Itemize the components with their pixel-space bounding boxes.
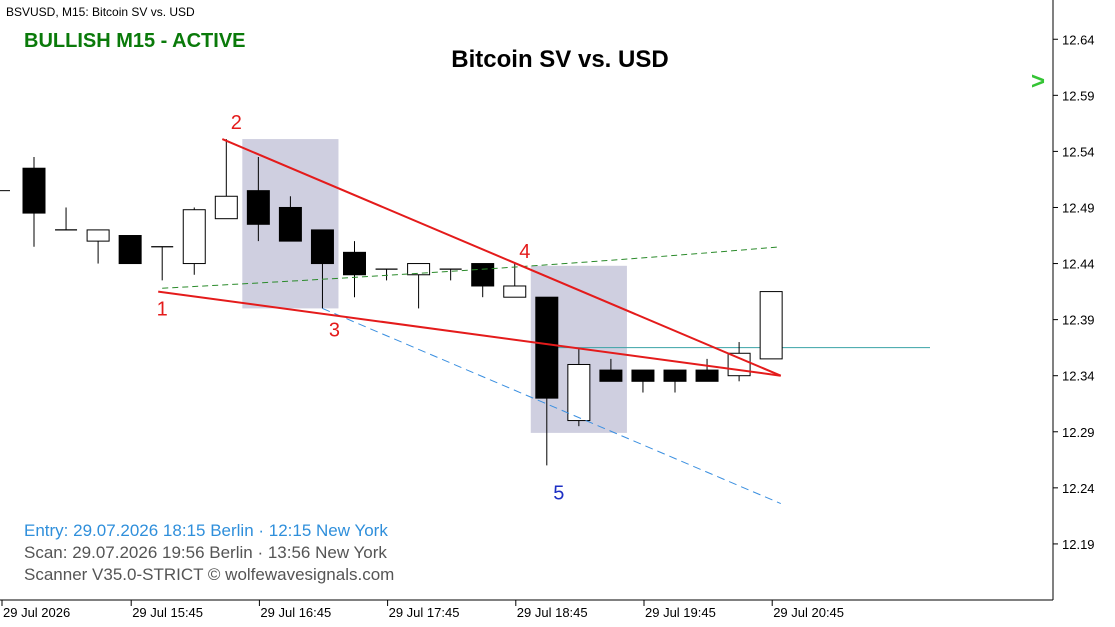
- candle-body: [343, 251, 366, 276]
- signal-status: BULLISH M15 - ACTIVE: [24, 30, 246, 52]
- y-tick-label: 12.34: [1062, 369, 1095, 384]
- x-tick-label: 29 Jul 16:45: [260, 605, 331, 620]
- candle: [471, 263, 495, 298]
- candle: [22, 157, 46, 247]
- wave-label-4: 4: [519, 241, 530, 263]
- symbol-label: BSVUSD, M15: Bitcoin SV vs. USD: [6, 5, 195, 19]
- wave-line-2: [221, 138, 782, 377]
- candle-body: [599, 369, 623, 382]
- y-tick-label: 12.59: [1062, 88, 1095, 103]
- candle: [599, 358, 623, 382]
- candle: [343, 241, 366, 298]
- candle-body: [86, 229, 110, 242]
- candle: [86, 229, 110, 264]
- candle: [439, 268, 462, 281]
- y-tick-label: 12.24: [1062, 481, 1095, 496]
- candle: [246, 157, 270, 242]
- chart-title: Bitcoin SV vs. USD: [451, 46, 669, 73]
- scanner-credit: Scanner V35.0-STRICT © wolfewavesignals.…: [24, 565, 395, 584]
- candle: [535, 296, 559, 466]
- candle: [503, 263, 527, 298]
- candle-body: [118, 235, 142, 265]
- y-tick-label: 12.64: [1062, 32, 1095, 47]
- price-arrow-icon: >: [1031, 68, 1046, 95]
- y-tick-label: 12.44: [1062, 257, 1095, 272]
- candle-body: [727, 352, 751, 377]
- candle-body: [278, 206, 302, 242]
- x-tick-label: 29 Jul 15:45: [132, 605, 203, 620]
- x-tick-label: 29 Jul 2026: [3, 605, 70, 620]
- wave-label-3: 3: [329, 319, 340, 341]
- candle: [375, 268, 398, 281]
- candle: [182, 207, 206, 275]
- candle-body: [471, 263, 495, 287]
- candle: [278, 196, 302, 242]
- x-tick-label: 29 Jul 18:45: [517, 605, 588, 620]
- y-tick-label: 12.39: [1062, 313, 1095, 328]
- wave-line-1: [158, 290, 781, 377]
- candle: [407, 263, 431, 309]
- x-tick-label: 29 Jul 19:45: [645, 605, 716, 620]
- candle-body: [535, 296, 559, 399]
- wave-label-2: 2: [231, 112, 242, 134]
- x-tick-label: 29 Jul 17:45: [389, 605, 460, 620]
- candle: [118, 235, 142, 265]
- candle-body: [182, 209, 206, 265]
- x-tick-label: 29 Jul 20:45: [773, 605, 844, 620]
- y-tick-label: 12.19: [1062, 537, 1095, 552]
- candle: [55, 207, 78, 231]
- candle: [663, 369, 687, 393]
- entry-info: Entry: 29.07.2026 18:15 Berlin · 12:15 N…: [24, 521, 388, 540]
- candle-body: [663, 369, 687, 382]
- candle: [631, 369, 655, 393]
- candle-body: [310, 229, 334, 265]
- candle: [151, 246, 174, 281]
- candle-body: [246, 190, 270, 225]
- candle-body: [407, 263, 431, 276]
- target-line: [322, 307, 781, 505]
- candle-body: [759, 291, 783, 360]
- candle-body: [214, 195, 238, 220]
- candle: [695, 358, 719, 382]
- candle-body: [567, 363, 591, 422]
- candle: [567, 347, 591, 427]
- y-tick-label: 12.49: [1062, 200, 1095, 215]
- scan-info: Scan: 29.07.2026 19:56 Berlin · 13:56 Ne…: [24, 543, 387, 562]
- y-tick-label: 12.29: [1062, 425, 1095, 440]
- candle-body: [695, 369, 719, 382]
- epa-line: [162, 246, 781, 289]
- candle: [759, 291, 783, 360]
- candle-body: [22, 167, 46, 214]
- y-tick-label: 12.54: [1062, 144, 1095, 159]
- candle-body: [503, 285, 527, 298]
- candle: [310, 229, 334, 309]
- wave-label-5: 5: [553, 482, 564, 504]
- candle-body: [631, 369, 655, 382]
- wave-label-1: 1: [157, 299, 168, 321]
- candle: [214, 139, 238, 220]
